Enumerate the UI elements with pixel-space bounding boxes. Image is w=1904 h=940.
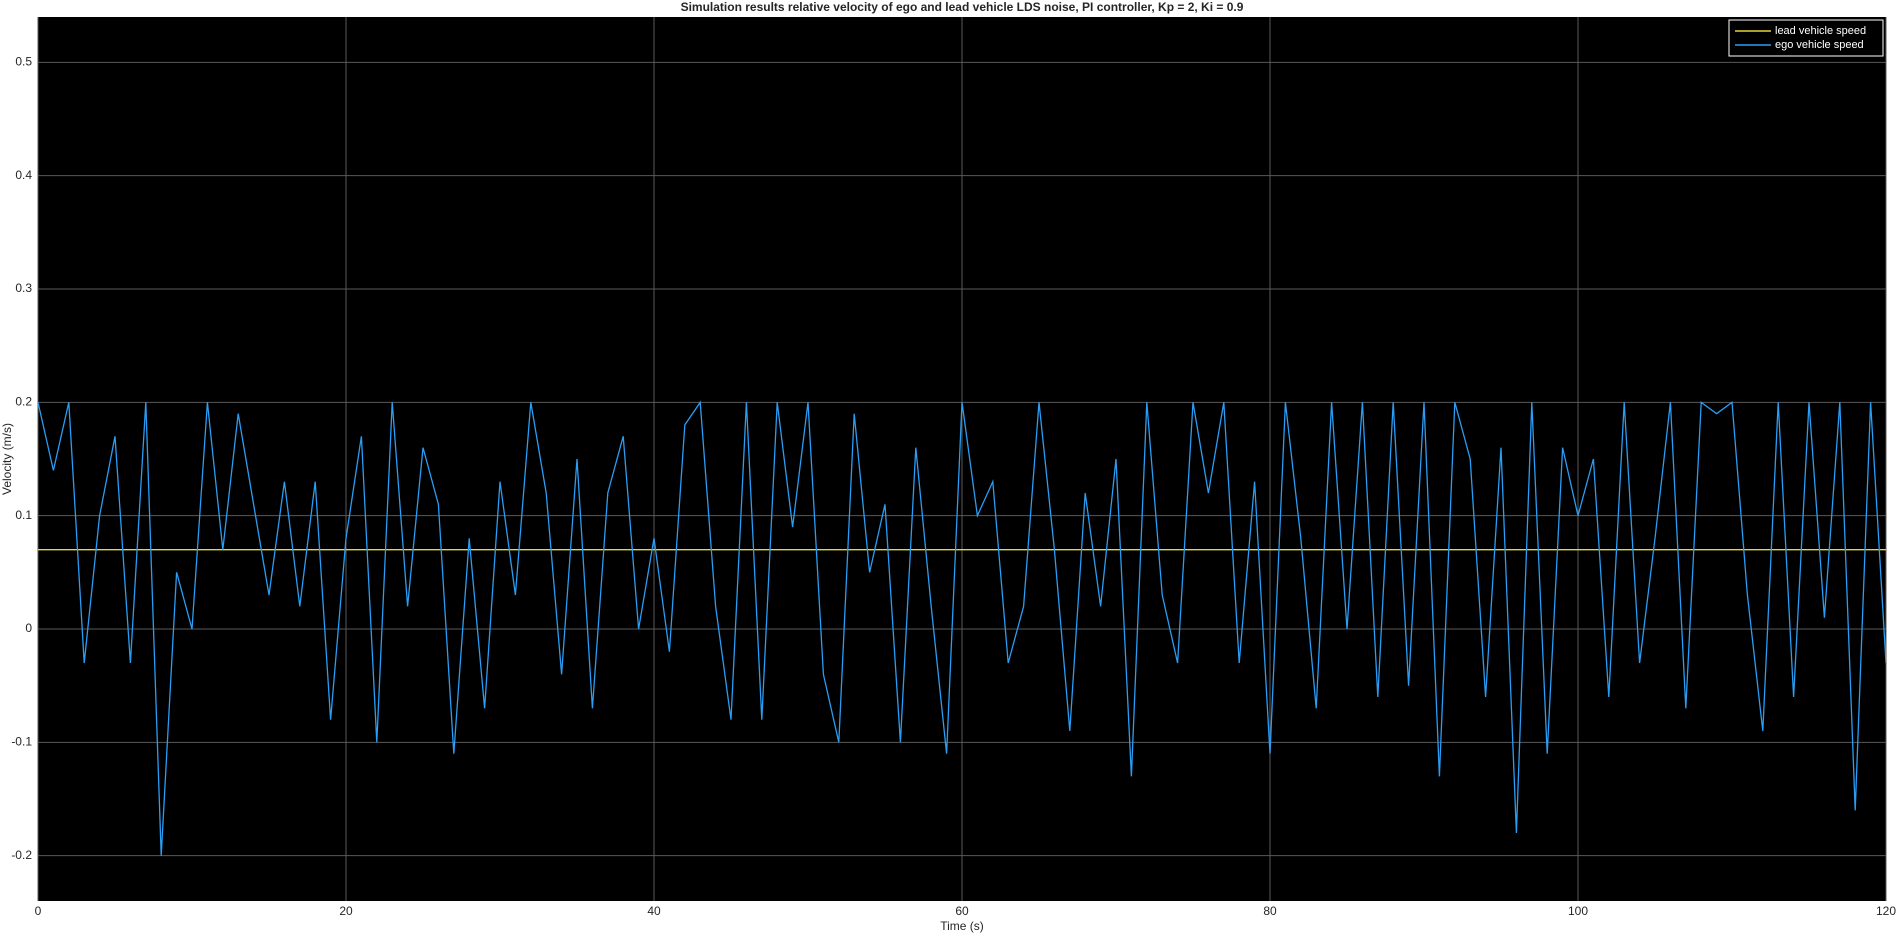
y-tick-label: 0.2 (15, 395, 32, 409)
legend-label: lead vehicle speed (1775, 25, 1866, 37)
x-tick-label: 80 (1263, 904, 1277, 918)
legend-box (1728, 19, 1884, 57)
x-axis-label: Time (s) (940, 919, 984, 933)
y-axis-label: Velocity (m/s) (0, 423, 14, 495)
x-tick-label: 20 (339, 904, 353, 918)
y-tick-label: 0.5 (15, 55, 32, 69)
data-line (38, 400, 1886, 856)
chart-title: Simulation results relative velocity of … (681, 0, 1244, 14)
y-tick-label: 0.4 (15, 168, 32, 182)
y-tick-label: 0.3 (15, 281, 32, 295)
y-tick-label: 0.1 (15, 508, 32, 522)
legend-label: ego vehicle speed (1775, 39, 1864, 51)
y-tick-label: -0.1 (11, 735, 32, 749)
y-tick-label: -0.2 (11, 848, 32, 862)
x-tick-label: 60 (955, 904, 969, 918)
x-tick-label: 120 (1876, 904, 1896, 918)
x-tick-label: 40 (647, 904, 661, 918)
y-tick-label: 0 (25, 621, 32, 635)
x-tick-label: 0 (35, 904, 42, 918)
x-tick-label: 100 (1568, 904, 1588, 918)
